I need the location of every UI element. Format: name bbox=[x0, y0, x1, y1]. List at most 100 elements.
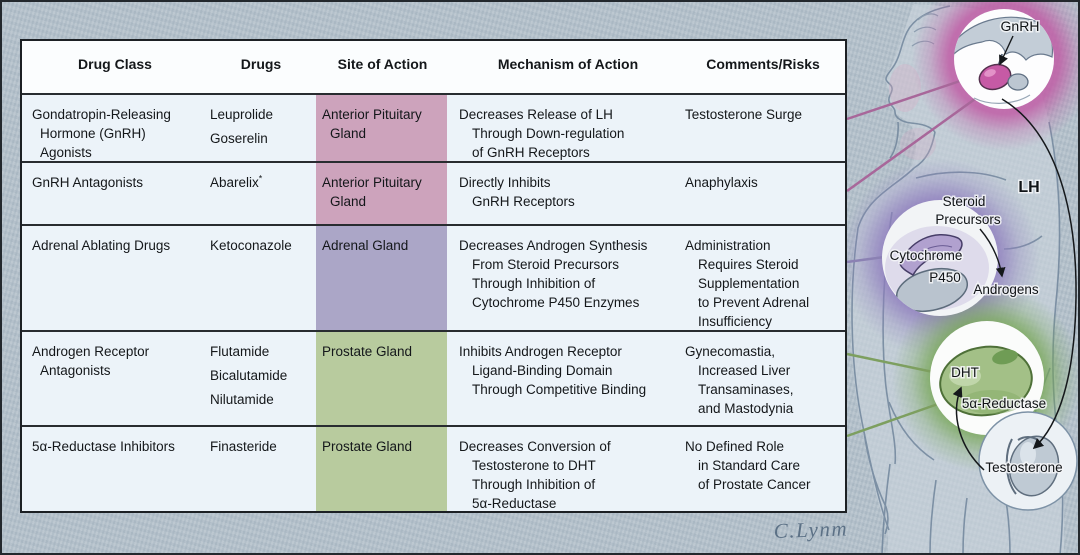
prostate-inset bbox=[930, 321, 1044, 435]
drugs-cell: Abarelix* bbox=[204, 163, 316, 224]
drug-name: Flutamide bbox=[210, 344, 270, 359]
torso-right-line bbox=[1048, 121, 1064, 553]
body-sketch bbox=[850, 4, 1065, 553]
table-row: Androgen Receptor Antagonists Flutamide … bbox=[22, 330, 845, 425]
dht-label: DHT bbox=[951, 365, 979, 380]
table-row: Gondatropin-Releasing Hormone (GnRH) Ago… bbox=[22, 93, 845, 161]
comments-cell: Anaphylaxis bbox=[683, 163, 845, 224]
comments-cell: Testosterone Surge bbox=[683, 95, 845, 161]
site-of-action-cell: Anterior Pituitary Gland bbox=[316, 163, 447, 224]
drug-class-line: GnRH Antagonists bbox=[32, 175, 144, 190]
drug-class-cell: GnRH Antagonists bbox=[22, 163, 204, 224]
mechanism-line: Cytochrome P450 Enzymes bbox=[472, 295, 640, 310]
adrenal-shading bbox=[885, 226, 989, 310]
mechanism-cell: Decreases Release of LH Through Down-reg… bbox=[447, 95, 683, 161]
neck-shading bbox=[900, 128, 936, 160]
mechanism-line: 5α-Reductase bbox=[472, 496, 557, 511]
site-line: Anterior Pituitary bbox=[322, 175, 422, 190]
prostate-dark-spot bbox=[992, 349, 1018, 365]
comments-line: Testosterone Surge bbox=[685, 107, 803, 122]
comments-line: No Defined Role bbox=[685, 439, 785, 454]
header-drugs: Drugs bbox=[240, 56, 282, 72]
mechanism-line: of GnRH Receptors bbox=[472, 145, 590, 160]
lh-flow-arrow bbox=[1001, 98, 1077, 450]
table-header-row: Drug Class Drugs Site of Action Mechanis… bbox=[22, 41, 845, 93]
drug-footnote-marker: * bbox=[258, 173, 263, 184]
site-of-action-cell: Adrenal Gland bbox=[316, 226, 447, 330]
adrenal-gland-line bbox=[909, 245, 953, 261]
comments-cell: Gynecomastia, Increased Liver Transamina… bbox=[683, 332, 845, 425]
arm-outer-line bbox=[851, 167, 915, 531]
face-profile-line bbox=[885, 5, 951, 133]
drug-name-text: Abarelix bbox=[210, 175, 259, 190]
testosterone-label: Testosterone bbox=[985, 460, 1062, 475]
testis-inset bbox=[978, 411, 1078, 511]
prostate-glow bbox=[892, 283, 1078, 473]
drugs-cell: Leuprolide Goserelin bbox=[204, 95, 316, 161]
drug-name: Abarelix* bbox=[210, 173, 312, 192]
comments-line: and Mastodynia bbox=[698, 401, 794, 416]
connector-prostate-2 bbox=[846, 402, 939, 438]
mechanism-line: Through Inhibition of bbox=[472, 477, 596, 492]
connector-adrenal bbox=[846, 254, 893, 264]
mechanism-line: Inhibits Androgen Receptor bbox=[459, 344, 622, 359]
pituitary-stalk bbox=[996, 53, 1003, 69]
header-mechanism: Mechanism of Action bbox=[497, 56, 639, 72]
drug-class-cell: 5α-Reductase Inhibitors bbox=[22, 427, 204, 511]
prostate-gland-shape bbox=[939, 345, 1033, 417]
comments-line: in Standard Care bbox=[698, 458, 801, 473]
steroid-precursors-label-line1: Steroid bbox=[943, 194, 986, 209]
mechanism-line: GnRH Receptors bbox=[472, 194, 575, 209]
drug-class-line: Hormone (GnRH) bbox=[40, 126, 146, 141]
table-row: Adrenal Ablating Drugs Ketoconazole Adre… bbox=[22, 224, 845, 330]
comments-line: Requires Steroid bbox=[698, 257, 799, 272]
comments-line: Gynecomastia, bbox=[685, 344, 776, 359]
steroid-to-androgens-arrow bbox=[979, 228, 1006, 278]
connector-gnrh-agonists bbox=[846, 76, 970, 121]
lh-label: LH bbox=[1018, 179, 1039, 196]
cytochrome-label-line1: Cytochrome bbox=[890, 248, 963, 263]
gnrh-label: GnRH bbox=[1001, 18, 1040, 34]
comments-line: Transaminases, bbox=[698, 382, 794, 397]
connector-prostate-1 bbox=[846, 352, 939, 375]
site-line: Prostate Gland bbox=[322, 439, 413, 454]
mechanism-cell: Inhibits Androgen Receptor Ligand-Bindin… bbox=[447, 332, 683, 425]
hip-lines bbox=[888, 367, 1051, 461]
mechanism-line: Testosterone to DHT bbox=[472, 458, 596, 473]
drug-class-line: Antagonists bbox=[40, 363, 111, 378]
mechanism-line: Decreases Release of LH bbox=[459, 107, 613, 122]
gnrh-arrow bbox=[999, 35, 1014, 66]
mechanism-line: Through Inhibition of bbox=[472, 276, 596, 291]
hypothalamus-shape bbox=[954, 16, 1054, 61]
anterior-pituitary-shape bbox=[978, 63, 1012, 91]
site-line: Gland bbox=[330, 126, 367, 141]
comments-line: to Prevent Adrenal bbox=[698, 295, 810, 310]
sphenoid-line bbox=[973, 94, 1031, 104]
comments-line: Increased Liver bbox=[698, 363, 791, 378]
drugs-cell: Ketoconazole bbox=[204, 226, 316, 330]
arm-inner-line bbox=[882, 211, 897, 465]
comments-line: of Prostate Cancer bbox=[698, 477, 811, 492]
artist-signature: C.Lynm bbox=[773, 516, 848, 543]
drug-name: Nilutamide bbox=[210, 392, 274, 407]
drug-class-cell: Gondatropin-Releasing Hormone (GnRH) Ago… bbox=[22, 95, 204, 161]
mechanism-cell: Decreases Conversion of Testosterone to … bbox=[447, 427, 683, 511]
table-row: 5α-Reductase Inhibitors Finasteride Pros… bbox=[22, 425, 845, 511]
comments-cell: Administration Requires Steroid Suppleme… bbox=[683, 226, 845, 330]
adrenal-inset: Steroid Precursors Cytochrome P450 Andro… bbox=[882, 193, 1040, 316]
drug-class-line: Agonists bbox=[40, 145, 92, 160]
kidney-shape bbox=[895, 267, 969, 313]
drugs-cell: Finasteride bbox=[204, 427, 316, 511]
comments-line: Administration bbox=[685, 238, 771, 253]
face-shading bbox=[889, 64, 921, 112]
testis-shape bbox=[1008, 435, 1060, 497]
drug-class-line: 5α-Reductase Inhibitors bbox=[32, 439, 175, 454]
leg-lines bbox=[881, 463, 1011, 553]
mechanism-line: Directly Inhibits bbox=[459, 175, 551, 190]
site-of-action-cell: Prostate Gland bbox=[316, 332, 447, 425]
header-comments: Comments/Risks bbox=[706, 56, 820, 72]
drug-class-cell: Androgen Receptor Antagonists bbox=[22, 332, 204, 425]
drug-table: Drug Class Drugs Site of Action Mechanis… bbox=[20, 39, 847, 513]
site-line: Anterior Pituitary bbox=[322, 107, 422, 122]
mechanism-line: From Steroid Precursors bbox=[472, 257, 620, 272]
